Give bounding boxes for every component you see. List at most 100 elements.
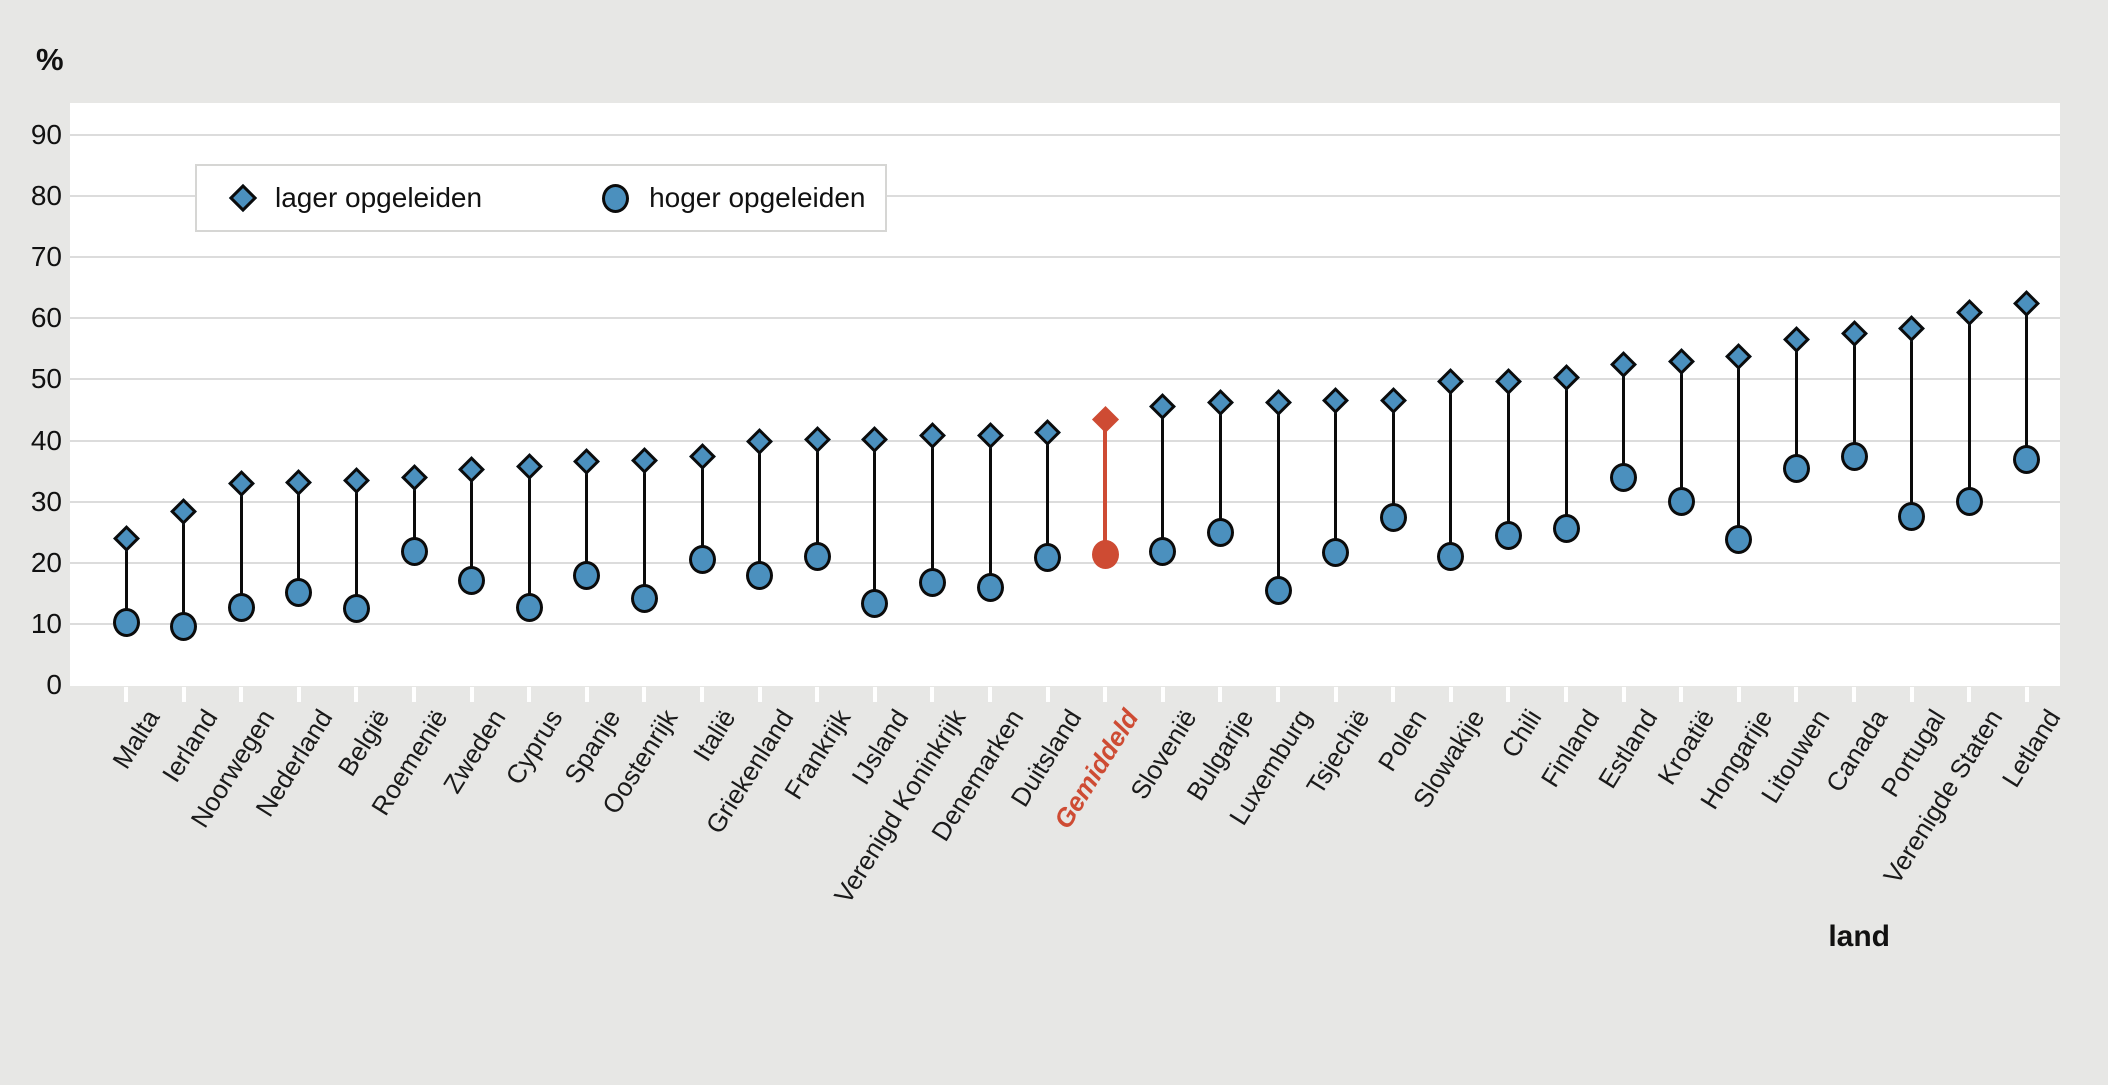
circle-marker-hoger-opgeleiden xyxy=(1898,501,1926,531)
circle-marker-hoger-opgeleiden xyxy=(458,566,486,595)
x-tick xyxy=(354,687,359,702)
y-tick-label-60: 60 xyxy=(30,302,62,334)
circle-marker-hoger-opgeleiden xyxy=(746,561,774,591)
x-tick xyxy=(1506,687,1511,702)
y-tick-label-80: 80 xyxy=(30,180,62,212)
x-tick xyxy=(815,687,820,702)
x-tick xyxy=(1794,687,1799,702)
x-tick xyxy=(1448,687,1453,702)
circle-marker-hoger-opgeleiden xyxy=(1667,487,1695,517)
range-stick xyxy=(354,480,358,608)
range-stick xyxy=(1334,400,1338,553)
diamond-marker-lager-opgeleiden xyxy=(688,443,716,470)
legend-item-circle: hoger opgeleiden xyxy=(482,182,865,214)
range-stick xyxy=(1737,356,1741,540)
diamond-marker-lager-opgeleiden xyxy=(1206,389,1234,417)
diamond-marker-lager-opgeleiden xyxy=(803,426,831,454)
diamond-marker-lager-opgeleiden xyxy=(342,466,370,494)
diamond-marker-lager-opgeleiden xyxy=(227,469,255,497)
x-tick xyxy=(1621,687,1626,702)
range-stick xyxy=(1391,400,1395,518)
legend-item-diamond: lager opgeleiden xyxy=(197,182,482,214)
gridline-70 xyxy=(70,256,2060,259)
diamond-marker-lager-opgeleiden xyxy=(976,422,1004,450)
range-stick xyxy=(700,456,704,560)
range-stick xyxy=(1506,381,1510,536)
diamond-marker-lager-opgeleiden xyxy=(1552,364,1580,392)
diamond-marker-lager-opgeleiden xyxy=(1667,347,1695,375)
circle-marker-hoger-opgeleiden xyxy=(688,544,716,574)
range-stick xyxy=(1852,333,1856,457)
circle-marker-hoger-opgeleiden xyxy=(112,607,140,637)
x-tick xyxy=(1736,687,1741,702)
range-stick xyxy=(1218,402,1222,533)
circle-marker-hoger-opgeleiden xyxy=(1322,537,1350,567)
x-tick xyxy=(469,687,474,702)
circle-marker-hoger-opgeleiden xyxy=(1494,520,1522,550)
chart-page: { "page": { "unit_label": "%", "axis_tit… xyxy=(30,42,2067,953)
circle-marker-hoger-opgeleiden xyxy=(342,593,370,623)
range-stick xyxy=(585,461,589,575)
diamond-marker-lager-opgeleiden xyxy=(1725,343,1753,371)
diamond-marker-lager-opgeleiden xyxy=(1610,350,1638,378)
gridline-30 xyxy=(70,500,2060,503)
x-axis-title: land xyxy=(1828,920,1890,953)
x-tick xyxy=(1333,687,1338,702)
circle-marker-hoger-opgeleiden xyxy=(1264,576,1292,606)
range-stick xyxy=(815,439,819,557)
x-tick xyxy=(1391,687,1396,702)
x-tick xyxy=(1852,687,1856,702)
circle-marker-hoger-opgeleiden xyxy=(573,560,601,590)
range-stick xyxy=(1564,377,1568,529)
diamond-marker-lager-opgeleiden xyxy=(2013,290,2041,318)
range-stick xyxy=(1276,402,1280,591)
y-tick-label-70: 70 xyxy=(30,241,62,273)
range-stick xyxy=(642,460,646,599)
x-tick xyxy=(239,687,244,702)
range-stick xyxy=(1449,381,1453,557)
x-tick xyxy=(1045,687,1050,702)
range-stick xyxy=(1794,339,1798,469)
legend-label: hoger opgeleiden xyxy=(649,182,866,213)
circle-marker-hoger-opgeleiden xyxy=(1206,517,1234,547)
diamond-marker-lager-opgeleiden xyxy=(746,427,774,455)
circle-marker-hoger-opgeleiden xyxy=(1782,453,1810,483)
range-stick xyxy=(412,477,416,552)
diamond-marker-lager-opgeleiden xyxy=(1955,298,1983,326)
gridline-90 xyxy=(70,134,2060,136)
y-tick-label-40: 40 xyxy=(30,424,62,456)
diamond-icon xyxy=(228,183,258,213)
circle-marker-hoger-opgeleiden xyxy=(918,567,946,597)
diamond-marker-lager-opgeleiden xyxy=(1840,319,1868,347)
gridline-80 xyxy=(70,195,2060,198)
range-stick xyxy=(2025,303,2029,460)
x-tick xyxy=(527,687,532,702)
circle-marker-hoger-opgeleiden xyxy=(227,592,255,622)
diamond-marker-lager-opgeleiden xyxy=(1149,392,1177,420)
diamond-marker-lager-opgeleiden xyxy=(1091,405,1119,433)
x-tick xyxy=(181,687,186,702)
diamond-marker-lager-opgeleiden xyxy=(1264,388,1292,416)
circle-marker-hoger-opgeleiden xyxy=(1725,525,1753,555)
gridline-40 xyxy=(70,439,2060,442)
y-axis-unit-label: % xyxy=(36,42,64,77)
range-stick xyxy=(1622,364,1626,478)
range-stick xyxy=(239,483,243,608)
x-tick xyxy=(1218,687,1223,702)
circle-marker-hoger-opgeleiden xyxy=(803,542,831,572)
range-stick xyxy=(1161,406,1165,552)
x-tick xyxy=(1276,687,1280,702)
x-tick xyxy=(1160,687,1165,702)
circle-marker-hoger-opgeleiden xyxy=(1091,539,1119,569)
x-tick xyxy=(584,687,589,702)
circle-marker-hoger-opgeleiden xyxy=(1379,503,1407,533)
circle-marker-hoger-opgeleiden xyxy=(400,536,428,566)
y-tick-label-50: 50 xyxy=(30,363,62,395)
x-tick xyxy=(930,687,935,702)
circle-marker-hoger-opgeleiden xyxy=(515,592,543,622)
diamond-marker-lager-opgeleiden xyxy=(1494,367,1522,395)
range-stick xyxy=(1967,312,1971,502)
range-stick xyxy=(1679,361,1683,502)
gridline-50 xyxy=(70,378,2060,381)
x-tick xyxy=(296,687,301,702)
